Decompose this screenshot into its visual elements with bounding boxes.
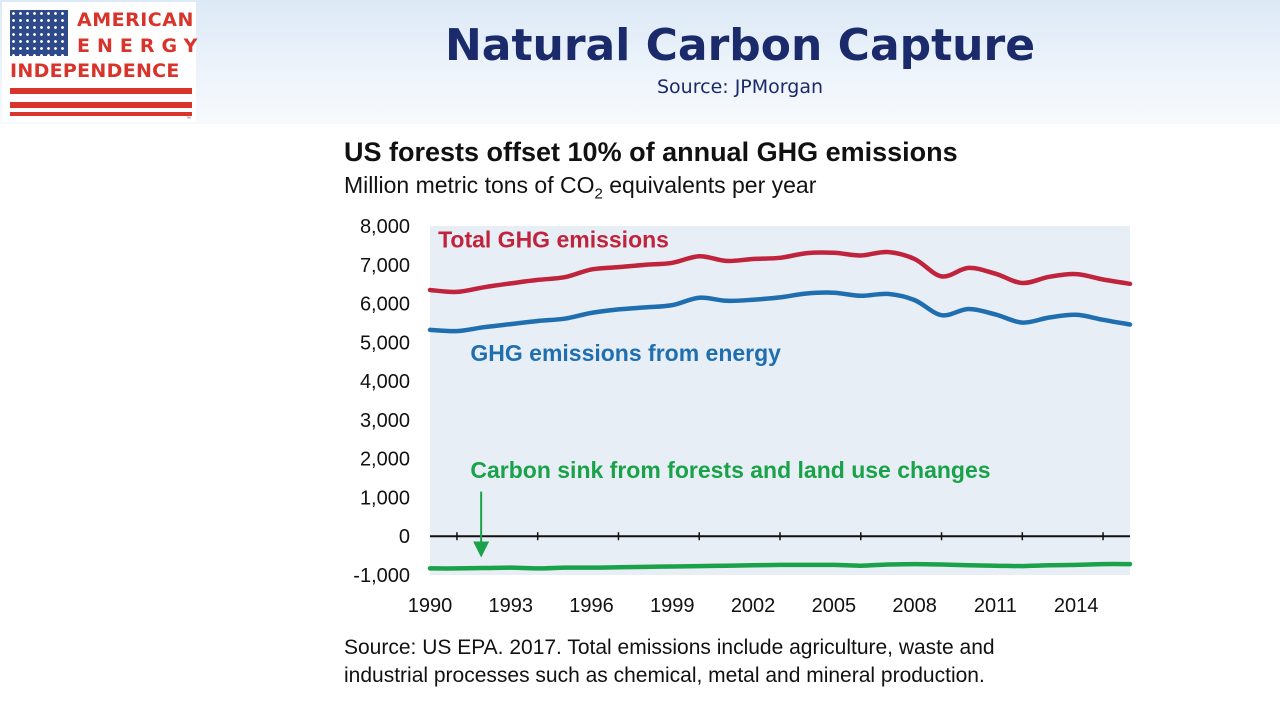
y-tick-label: 4,000 xyxy=(360,371,410,393)
header-banner: AMERICAN ENERGY INDEPENDENCE ™ Natural C… xyxy=(0,0,1280,124)
x-tick-label: 2002 xyxy=(731,595,776,617)
y-tick-label: 1,000 xyxy=(360,487,410,509)
series-line-2 xyxy=(427,290,1133,334)
x-tick-label: 1996 xyxy=(569,595,614,617)
source-note-line2: industrial processes such as chemical, m… xyxy=(344,664,985,687)
series-label-1: Total GHG emissions xyxy=(438,226,669,252)
logo-stripe xyxy=(10,102,192,108)
x-tick-label: 2011 xyxy=(974,595,1017,617)
y-tick-label: 6,000 xyxy=(360,294,410,316)
chart-subtitle-prefix: Million metric tons of CO xyxy=(344,172,595,198)
logo-text-line2: ENERGY xyxy=(77,35,205,57)
y-tick-label: 2,000 xyxy=(360,449,410,471)
logo-stripe xyxy=(10,88,192,94)
x-tick-label: 1990 xyxy=(408,595,453,617)
annotation-arrow-head xyxy=(473,541,490,558)
y-tick-label: -1,000 xyxy=(353,565,410,587)
page-subtitle: Source: JPMorgan xyxy=(657,76,823,98)
y-tick-label: 5,000 xyxy=(360,332,410,354)
y-tick-label: 0 xyxy=(399,526,410,548)
y-tick-label: 8,000 xyxy=(360,216,410,238)
chart-subtitle-subscript: 2 xyxy=(594,185,603,203)
logo-trademark: ™ xyxy=(186,116,191,122)
series-label-3: Carbon sink from forests and land use ch… xyxy=(470,457,990,483)
chart-title: US forests offset 10% of annual GHG emis… xyxy=(344,137,958,167)
y-tick-label: 7,000 xyxy=(360,255,410,277)
series-line-1 xyxy=(427,249,1133,295)
page-title: Natural Carbon Capture xyxy=(444,20,1036,71)
x-tick-label: 1999 xyxy=(650,595,695,617)
x-tick-label: 2008 xyxy=(892,595,937,617)
flag-stars-icon xyxy=(10,10,68,56)
chart-subtitle-suffix: equivalents per year xyxy=(602,172,817,198)
source-note-line1: Source: US EPA. 2017. Total emissions in… xyxy=(344,636,995,659)
source-note: Source: US EPA. 2017. Total emissions in… xyxy=(344,634,1144,690)
logo[interactable]: AMERICAN ENERGY INDEPENDENCE ™ xyxy=(2,2,197,122)
x-tick-label: 2005 xyxy=(812,595,857,617)
logo-stripe xyxy=(10,112,192,116)
x-tick-label: 1993 xyxy=(489,595,534,617)
series-line-3 xyxy=(427,561,1133,571)
x-tick-label: 2014 xyxy=(1054,595,1099,617)
chart-subtitle: Million metric tons of CO2 equivalents p… xyxy=(344,172,816,203)
y-tick-label: 3,000 xyxy=(360,410,410,432)
plot-background xyxy=(430,226,1130,575)
logo-text-line3: INDEPENDENCE xyxy=(10,60,180,82)
logo-text-line1: AMERICAN xyxy=(77,9,194,31)
series-label-2: GHG emissions from energy xyxy=(470,340,781,366)
